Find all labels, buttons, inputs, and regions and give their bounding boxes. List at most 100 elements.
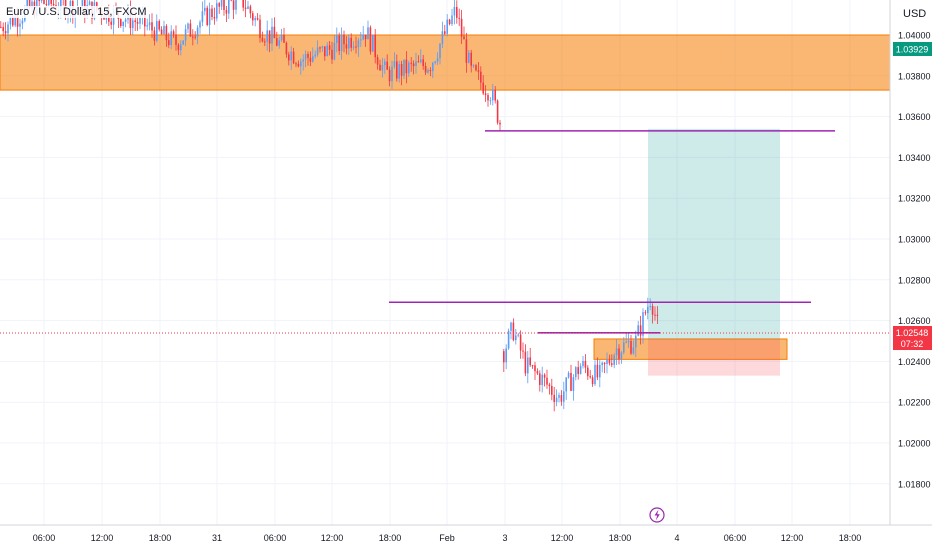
candle-body <box>346 44 348 48</box>
candle-body <box>161 30 163 35</box>
candle-body <box>5 31 7 33</box>
candle-body <box>168 40 170 45</box>
candle-body <box>132 20 134 28</box>
time-tick-label: 18:00 <box>379 533 402 543</box>
candle-body <box>585 361 587 368</box>
candle-body <box>149 22 151 25</box>
candle-body <box>204 8 206 11</box>
candle-body <box>463 37 465 40</box>
candle-body <box>580 366 582 374</box>
candle-body <box>89 2 91 5</box>
candle-body <box>214 17 216 18</box>
candle-body <box>178 45 180 50</box>
candle-body <box>582 361 584 366</box>
candle-body <box>544 375 546 378</box>
candle-body <box>389 70 391 81</box>
price-tick-label: 1.03200 <box>898 194 931 204</box>
candle-body <box>654 315 656 316</box>
candle-body <box>187 24 189 30</box>
candle-body <box>633 347 635 353</box>
candle-body <box>41 0 43 1</box>
candle-body <box>561 395 563 402</box>
candle-body <box>606 360 608 364</box>
candle-body <box>475 65 477 70</box>
candle-body <box>637 325 639 335</box>
candle-body <box>343 35 345 45</box>
time-tick-label: 12:00 <box>91 533 114 543</box>
candle-body <box>401 64 403 76</box>
candle-body <box>517 335 519 336</box>
candle-body <box>449 20 451 24</box>
time-tick-label: 18:00 <box>839 533 862 543</box>
symbol-title[interactable]: Euro / U.S. Dollar, 15, FXCM <box>4 6 149 18</box>
candle-body <box>197 28 199 37</box>
time-tick-label: 06:00 <box>264 533 287 543</box>
candle-body <box>613 355 615 365</box>
candle-body <box>522 351 524 352</box>
price-axis-unit[interactable]: USD <box>903 8 926 20</box>
candle-body <box>233 0 235 9</box>
lightning-icon[interactable] <box>650 508 664 522</box>
supply-demand-zone <box>0 35 890 90</box>
candle-body <box>647 307 649 313</box>
candle-body <box>151 22 153 30</box>
candle-body <box>324 46 326 56</box>
candle-body <box>422 59 424 66</box>
price-tick-label: 1.03600 <box>898 112 931 122</box>
candle-body <box>470 53 472 66</box>
candle-body <box>154 31 156 41</box>
candle-body <box>290 52 292 61</box>
candle-body <box>247 6 249 8</box>
candle-body <box>226 10 228 14</box>
candle-body <box>38 0 40 1</box>
candle-body <box>611 363 613 365</box>
candle-body <box>466 39 468 62</box>
candle-body <box>508 331 510 349</box>
candle-body <box>216 3 218 18</box>
price-tick-label: 1.02200 <box>898 398 931 408</box>
price-tick-label: 1.02000 <box>898 439 931 449</box>
candle-body <box>439 44 441 58</box>
candle-body <box>394 61 396 66</box>
candle-body <box>259 20 261 38</box>
candle-body <box>621 352 623 358</box>
candle-body <box>494 90 496 101</box>
candle-body <box>276 38 278 46</box>
candle-body <box>262 38 264 41</box>
candle-body <box>350 38 352 48</box>
candle-body <box>537 371 539 373</box>
candle-body <box>515 335 517 340</box>
candle-body <box>425 66 427 73</box>
candle-body <box>374 35 376 57</box>
candle-body <box>202 11 204 22</box>
candle-body <box>398 64 400 78</box>
price-tick-label: 1.04000 <box>898 31 931 41</box>
candle-body <box>592 377 594 384</box>
candle-body <box>305 54 307 60</box>
candle-body <box>281 35 283 40</box>
position-stop-area <box>648 339 780 376</box>
candle-body <box>599 365 601 377</box>
candle-body <box>146 25 148 26</box>
candle-body <box>194 37 196 38</box>
price-tick-label: 1.03000 <box>898 235 931 245</box>
candle-body <box>338 36 340 51</box>
candle-body <box>125 19 127 21</box>
candle-body <box>182 40 184 44</box>
candle-body <box>444 31 446 34</box>
candle-body <box>451 16 453 25</box>
price-tick-label: 1.02600 <box>898 316 931 326</box>
candle-body <box>434 61 436 62</box>
candle-body <box>534 365 536 371</box>
candle-body <box>300 61 302 66</box>
candle-body <box>17 17 19 27</box>
candle-body <box>348 38 350 49</box>
candle-body <box>604 363 606 364</box>
candle-body <box>362 35 364 40</box>
candle-body <box>589 376 591 377</box>
candle-body <box>274 27 276 38</box>
candle-body <box>209 9 211 25</box>
candle-body <box>370 27 372 51</box>
